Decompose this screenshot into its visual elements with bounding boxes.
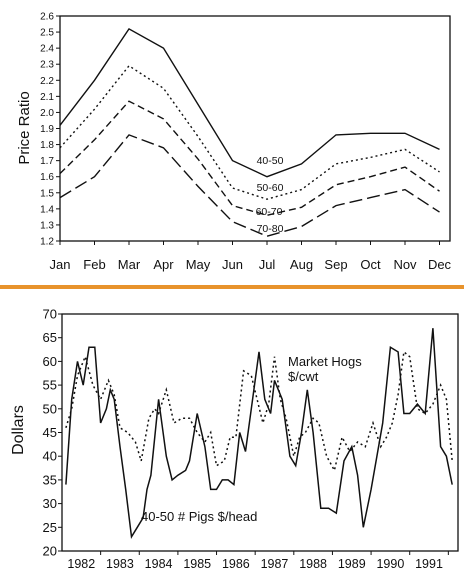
price-ratio-y-tick-label: 1.9 bbox=[40, 124, 54, 135]
price-ratio-x-tick-label: Jan bbox=[50, 257, 71, 272]
price-ratio-x-tick-label: Aug bbox=[290, 257, 313, 272]
dollars-y-tick-label: 55 bbox=[43, 378, 57, 393]
price-ratio-series-50-60-line bbox=[59, 64, 440, 200]
dollars-x-tick-label: 1986 bbox=[222, 557, 250, 571]
dollars-y-tick-label: 45 bbox=[43, 425, 57, 440]
dollars-y-tick-label: 60 bbox=[43, 354, 57, 369]
price-ratio-x-tick-label: Mar bbox=[118, 257, 141, 272]
market-hogs-annotation-line-1: Market Hogs bbox=[288, 354, 362, 369]
price-ratio-y-tick-label: 1.5 bbox=[40, 188, 54, 199]
price-ratio-series-labels: 40-50 50-60 60-70 70-80 bbox=[256, 155, 284, 235]
dollars-x-tick-label: 1988 bbox=[299, 557, 327, 571]
price-ratio-x-tick-label: May bbox=[186, 257, 211, 272]
price-ratio-y-tick-label: 2.2 bbox=[40, 76, 54, 87]
pigs-annotation: 40-50 # Pigs $/head bbox=[141, 509, 257, 524]
dollars-y-ticks: 20 25 30 35 40 45 50 55 60 65 70 bbox=[43, 307, 62, 559]
dollars-x-tick-label: 1991 bbox=[415, 557, 443, 571]
price-ratio-series-40-50-line bbox=[59, 27, 440, 178]
dollars-x-tick-label: 1987 bbox=[261, 557, 289, 571]
dollars-series bbox=[65, 328, 453, 540]
price-ratio-y-tick-label: 2.6 bbox=[40, 12, 54, 23]
price-ratio-y-tick-label: 1.6 bbox=[40, 172, 54, 183]
price-ratio-series-60-70-line bbox=[59, 100, 440, 217]
dollars-y-tick-label: 50 bbox=[43, 401, 57, 416]
market-hogs-annotation: Market Hogs $/cwt bbox=[288, 354, 365, 384]
price-ratio-series-label: 50-60 bbox=[257, 182, 284, 194]
price-ratio-x-tick-label: Apr bbox=[153, 257, 174, 272]
price-ratio-series bbox=[59, 27, 440, 237]
price-ratio-y-tick-label: 1.8 bbox=[40, 140, 54, 151]
dollars-x-tick-label: 1984 bbox=[145, 557, 173, 571]
dollars-x-tick-label: 1990 bbox=[376, 557, 404, 571]
price-ratio-y-tick-label: 2.1 bbox=[40, 92, 54, 103]
price-ratio-series-70-80-line bbox=[59, 134, 440, 237]
dollars-x-ticks: 1982 1983 1984 1985 1986 1987 1988 1989 1990 1991 bbox=[67, 551, 449, 571]
dollars-series-pigs-line bbox=[65, 328, 453, 540]
price-ratio-y-tick-label: 2.5 bbox=[40, 28, 54, 39]
market-hogs-annotation-line-2: $/cwt bbox=[288, 369, 319, 384]
price-ratio-y-ticks: 1.2 1.3 1.4 1.5 1.6 1.7 1.8 1.9 2.0 2.1 2.2 2.3 2.4 2… bbox=[40, 12, 60, 248]
price-ratio-chart: 1.2 1.3 1.4 1.5 1.6 1.7 1.8 1.9 2.0 2.1 2.2 2.3 2.4 2… bbox=[16, 12, 452, 273]
price-ratio-y-tick-label: 1.2 bbox=[40, 237, 54, 248]
dollars-y-tick-label: 20 bbox=[43, 544, 57, 559]
price-ratio-y-tick-label: 1.4 bbox=[40, 204, 54, 215]
dollars-y-tick-label: 25 bbox=[43, 520, 57, 535]
dollars-y-tick-label: 65 bbox=[43, 330, 57, 345]
price-ratio-y-tick-label: 2.4 bbox=[40, 44, 54, 55]
price-ratio-x-tick-label: Oct bbox=[360, 257, 381, 272]
dollars-y-axis-label: Dollars bbox=[10, 405, 27, 455]
dollars-x-tick-label: 1989 bbox=[338, 557, 366, 571]
price-ratio-x-tick-label: Sep bbox=[324, 257, 347, 272]
price-ratio-y-tick-label: 2.0 bbox=[40, 108, 54, 119]
price-ratio-series-label: 70-80 bbox=[257, 223, 284, 235]
dollars-y-tick-label: 70 bbox=[43, 307, 57, 322]
price-ratio-y-tick-label: 1.7 bbox=[40, 156, 54, 167]
price-ratio-x-ticks: Jan Feb Mar Apr May Jun Jul Aug Sep Oct Nov Dec bbox=[50, 241, 452, 272]
dollars-plot-frame bbox=[61, 313, 459, 552]
dollars-x-tick-label: 1982 bbox=[67, 557, 95, 571]
price-ratio-x-tick-label: Jul bbox=[259, 257, 276, 272]
price-ratio-series-label: 60-70 bbox=[256, 206, 283, 218]
orange-divider bbox=[0, 285, 464, 289]
price-ratio-x-tick-label: Jun bbox=[222, 257, 243, 272]
price-ratio-x-tick-label: Dec bbox=[428, 257, 452, 272]
dollars-y-tick-label: 35 bbox=[43, 472, 57, 487]
price-ratio-y-axis-label: Price Ratio bbox=[16, 91, 33, 164]
price-ratio-y-tick-label: 2.3 bbox=[40, 60, 54, 71]
price-ratio-x-tick-label: Nov bbox=[393, 257, 417, 272]
dollars-x-tick-label: 1983 bbox=[106, 557, 134, 571]
dollars-x-tick-label: 1985 bbox=[183, 557, 211, 571]
price-ratio-series-label: 40-50 bbox=[257, 155, 284, 167]
price-ratio-y-tick-label: 1.3 bbox=[40, 220, 54, 231]
dollars-series-hogs-line bbox=[65, 350, 453, 473]
dollars-y-tick-label: 30 bbox=[43, 496, 57, 511]
price-ratio-x-tick-label: Feb bbox=[83, 257, 105, 272]
dollars-y-tick-label: 40 bbox=[43, 449, 57, 464]
